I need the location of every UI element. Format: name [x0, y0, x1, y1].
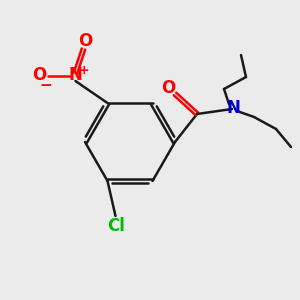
Text: N: N [69, 66, 82, 84]
Text: O: O [32, 66, 46, 84]
Text: N: N [226, 99, 240, 117]
Text: +: + [78, 64, 89, 76]
Text: −: − [39, 77, 52, 92]
Text: O: O [161, 79, 175, 97]
Text: Cl: Cl [108, 217, 125, 235]
Text: O: O [78, 32, 93, 50]
